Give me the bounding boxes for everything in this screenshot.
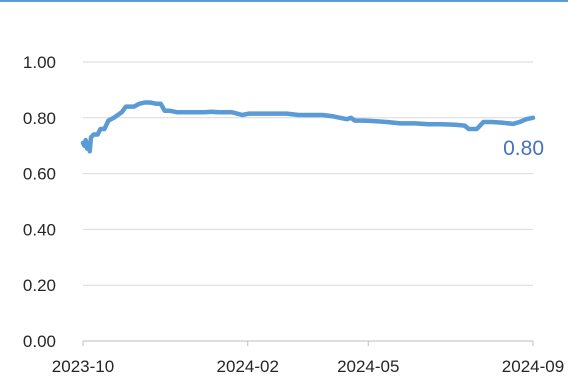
x-tick-label: 2023-10	[52, 357, 114, 376]
y-tick-label: 1.00	[23, 53, 56, 72]
series-line	[80, 100, 536, 154]
x-axis	[82, 340, 534, 346]
y-tick-label: 0.60	[23, 165, 56, 184]
y-axis-tick-labels: 0.00 0.20 0.40 0.60 0.80 1.00	[23, 53, 56, 351]
y-tick-label: 0.40	[23, 220, 56, 239]
x-tick-label: 2024-02	[217, 357, 279, 376]
x-tick-label: 2024-05	[337, 357, 399, 376]
y-tick-label: 0.00	[23, 332, 56, 351]
y-tick-label: 0.20	[23, 276, 56, 295]
x-tick-label: 2024-09	[502, 357, 564, 376]
gridlines	[83, 61, 533, 286]
series-layer	[80, 100, 536, 154]
x-axis-tick-labels: 2023-10 2024-02 2024-05 2024-09	[52, 357, 564, 376]
end-value-label: 0.80	[503, 137, 544, 160]
y-tick-label: 0.80	[23, 109, 56, 128]
